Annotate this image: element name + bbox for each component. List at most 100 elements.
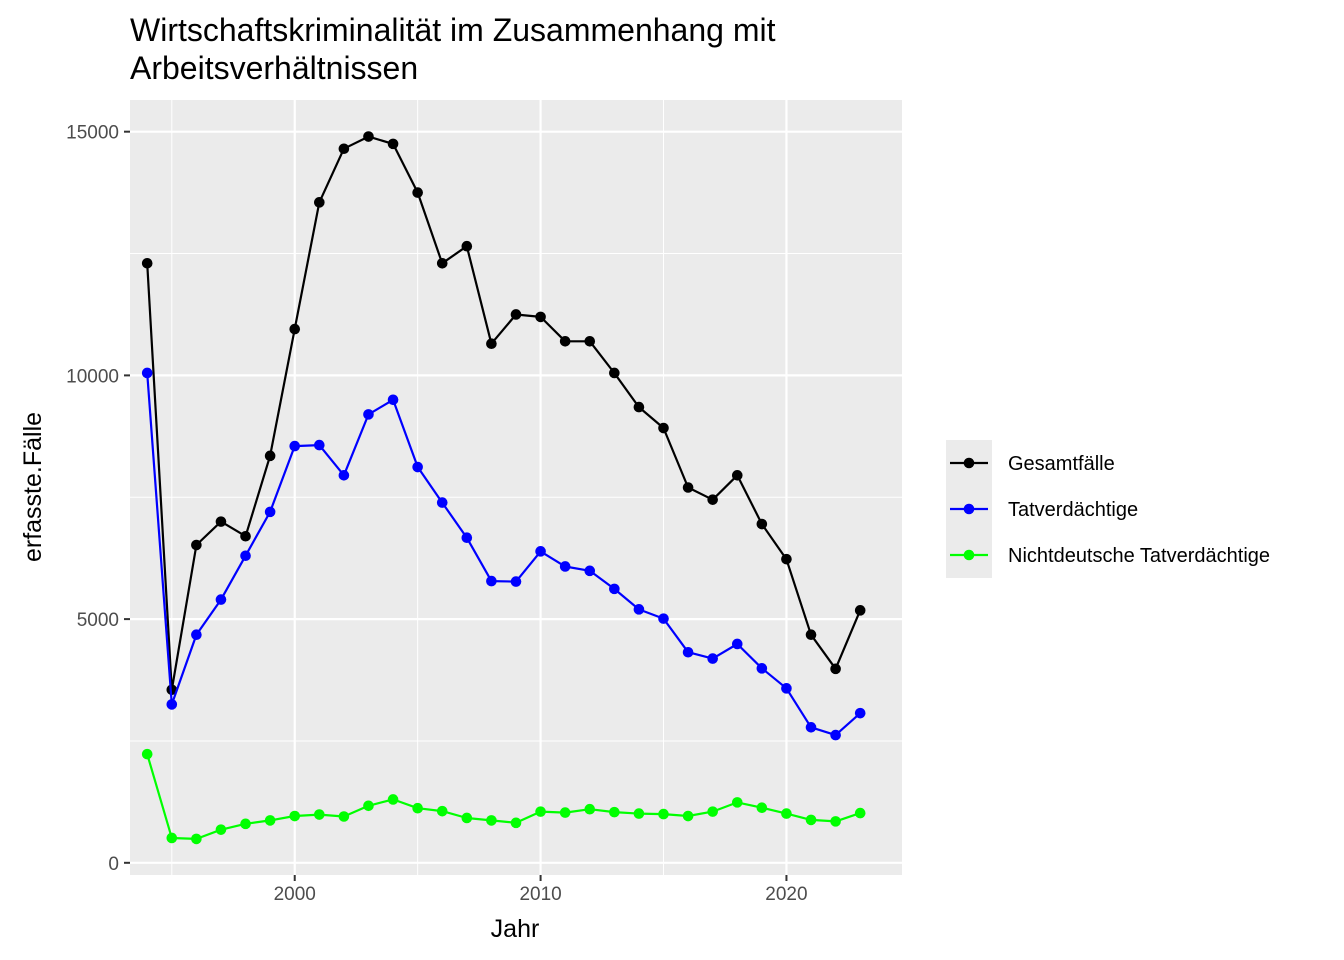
x-axis-title: Jahr: [491, 915, 540, 943]
axis-ticks: 2000 2010 2020 0 5000 10000 15000: [66, 123, 807, 905]
data-point: [510, 309, 522, 320]
data-point: [166, 699, 178, 710]
data-point: [707, 653, 718, 664]
data-point: [363, 131, 374, 142]
data-point: [141, 367, 153, 379]
data-point: [609, 367, 620, 379]
data-point: [486, 815, 497, 826]
data-point: [314, 197, 325, 208]
data-point: [830, 816, 841, 827]
data-point: [486, 338, 497, 350]
data-point: [215, 824, 227, 835]
legend-label: Tatverdächtige: [1008, 499, 1138, 521]
data-point: [141, 257, 153, 269]
chart-title-line-1: Wirtschaftskriminalität im Zusammenhang …: [130, 12, 776, 48]
series-layer: [141, 131, 866, 845]
data-point: [264, 506, 276, 518]
data-point: [731, 797, 743, 808]
data-point: [658, 613, 669, 624]
data-point: [609, 806, 620, 818]
data-point: [781, 808, 792, 819]
data-point: [510, 817, 522, 829]
legend-label: Nichtdeutsche Tatverdächtige: [1008, 545, 1270, 567]
x-tick-label: 2020: [765, 884, 807, 905]
data-point: [264, 815, 276, 826]
y-tick-label: 10000: [66, 366, 119, 387]
data-point: [805, 722, 817, 733]
data-point: [240, 550, 251, 562]
data-point: [338, 143, 350, 155]
legend-key-point: [963, 549, 975, 561]
data-point: [731, 638, 743, 650]
data-point: [633, 604, 645, 615]
data-point: [363, 800, 374, 812]
data-point: [412, 802, 423, 814]
data-point: [658, 422, 669, 434]
minor-gridlines: [130, 100, 902, 875]
data-point: [215, 594, 227, 605]
data-point: [240, 530, 251, 542]
data-point: [314, 809, 325, 820]
data-point: [141, 748, 153, 760]
series-group: [141, 131, 866, 696]
data-point: [682, 646, 694, 658]
data-point: [854, 605, 866, 616]
data-point: [830, 729, 841, 741]
data-point: [781, 553, 792, 565]
plot-panel: [130, 100, 902, 875]
data-point: [584, 335, 596, 347]
data-point: [609, 583, 620, 595]
data-point: [191, 539, 202, 551]
data-point: [510, 576, 522, 587]
data-point: [682, 810, 694, 822]
data-point: [535, 311, 546, 323]
legend-key-point: [963, 457, 975, 469]
data-point: [658, 808, 669, 820]
data-point: [412, 187, 423, 198]
data-point: [412, 461, 423, 473]
data-point: [682, 482, 694, 493]
legend-label: Gesamtfälle: [1008, 453, 1115, 475]
y-tick-label: 0: [108, 854, 119, 875]
y-tick-label: 5000: [77, 610, 119, 631]
data-point: [854, 807, 866, 819]
data-point: [535, 806, 546, 817]
data-point: [486, 575, 497, 587]
data-point: [461, 812, 473, 824]
data-point: [805, 629, 817, 641]
data-point: [387, 394, 399, 406]
y-tick-label: 15000: [66, 123, 119, 144]
data-point: [461, 532, 473, 544]
data-point: [805, 814, 817, 826]
series-line: [146, 135, 862, 691]
data-point: [436, 497, 448, 508]
data-point: [289, 440, 301, 452]
data-point: [559, 335, 571, 347]
data-point: [436, 805, 448, 817]
data-point: [461, 240, 473, 252]
data-point: [289, 810, 301, 822]
data-point: [191, 833, 202, 845]
data-point: [756, 663, 768, 674]
y-axis-title: erfasste.Fälle: [19, 412, 47, 562]
data-point: [559, 561, 571, 572]
data-point: [633, 401, 645, 413]
data-point: [191, 629, 202, 641]
x-tick-label: 2000: [274, 884, 316, 905]
data-point: [781, 683, 792, 694]
legend: Gesamtfälle Tatverdächtige Nichtdeutsche T…: [946, 440, 1270, 578]
data-point: [240, 818, 251, 830]
data-point: [363, 409, 374, 420]
data-point: [338, 811, 350, 822]
data-point: [314, 439, 325, 451]
series-group: [141, 748, 866, 845]
data-point: [338, 470, 350, 481]
data-point: [731, 470, 743, 481]
data-point: [387, 794, 399, 805]
series-group: [141, 367, 866, 741]
data-point: [756, 518, 768, 530]
data-point: [387, 138, 399, 150]
legend-key-point: [963, 503, 975, 515]
data-point: [707, 806, 718, 817]
